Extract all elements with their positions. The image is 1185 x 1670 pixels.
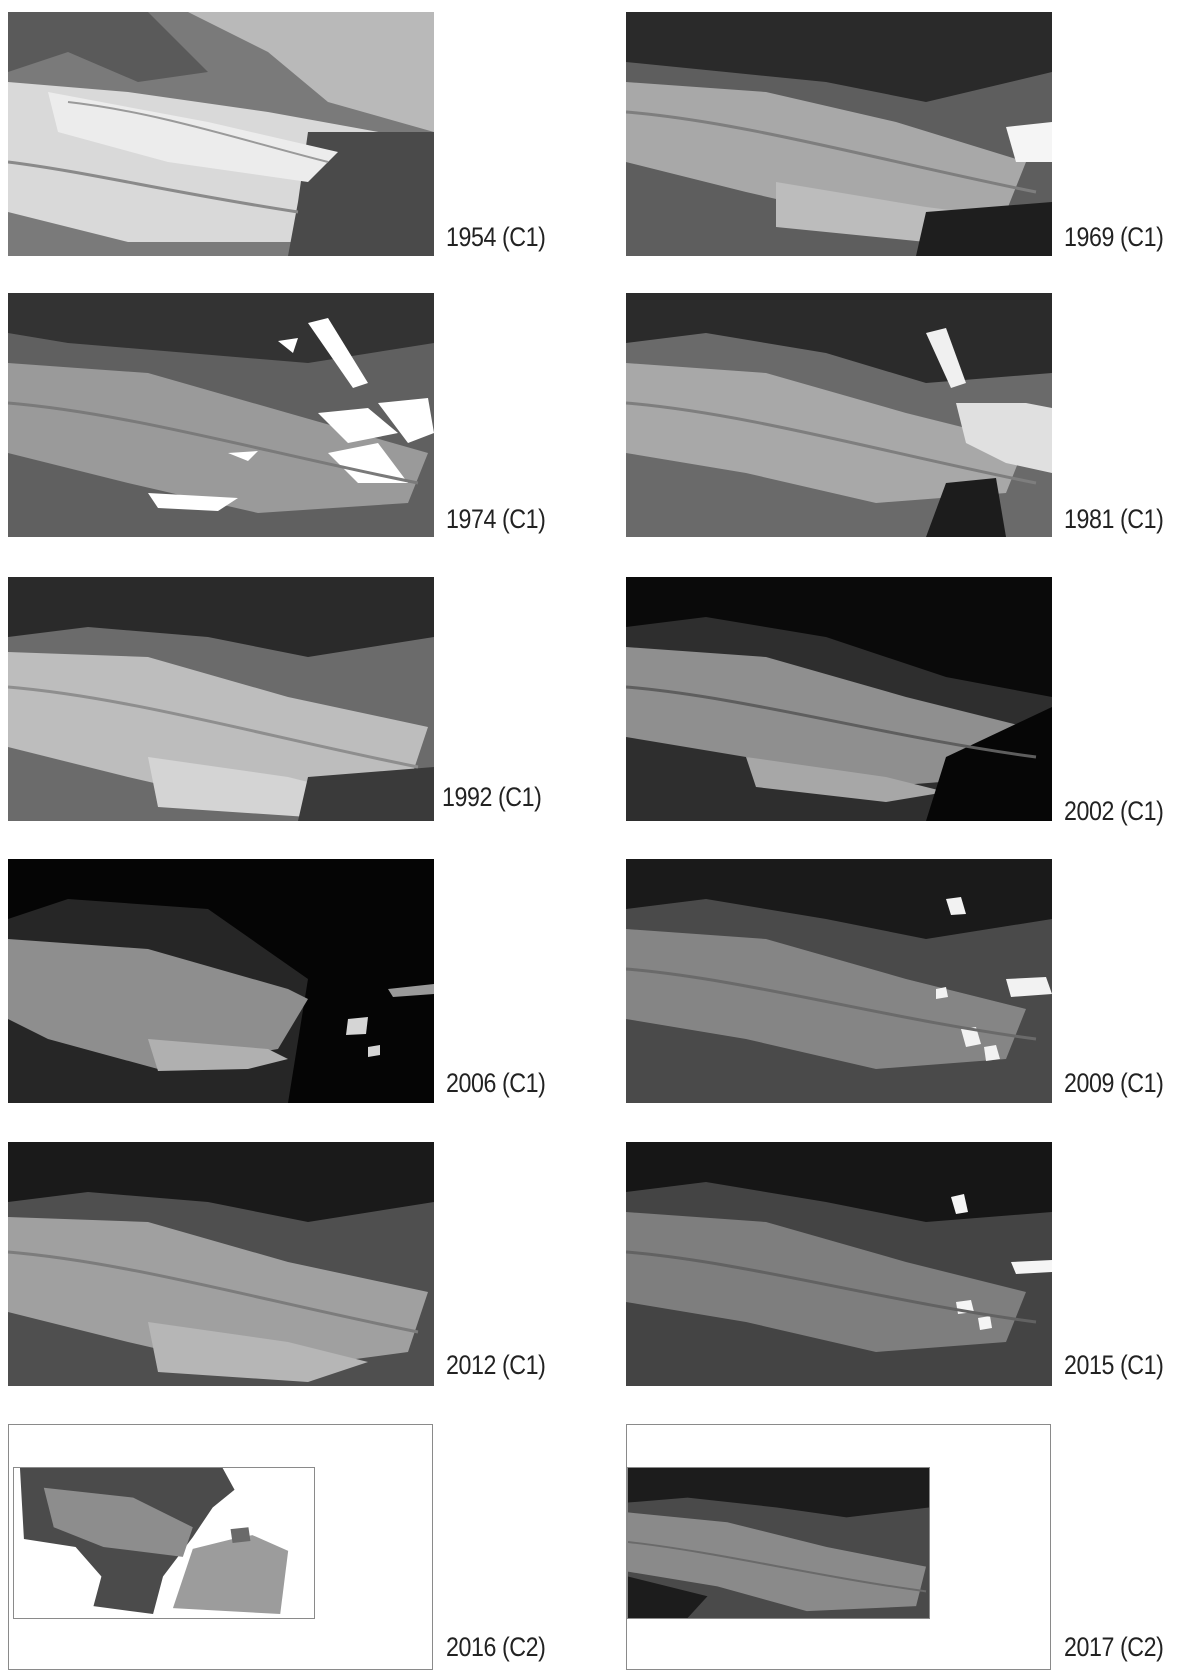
caption-1954: 1954 (C1) xyxy=(446,222,546,252)
aerial-photo-2012 xyxy=(8,1142,434,1386)
aerial-photo-1981 xyxy=(626,293,1052,537)
glacier-image-2002 xyxy=(626,577,1052,821)
glacier-image-2017 xyxy=(628,1468,929,1618)
caption-1992: 1992 (C1) xyxy=(442,782,542,812)
glacier-image-1981 xyxy=(626,293,1052,537)
caption-2002: 2002 (C1) xyxy=(1064,796,1164,826)
caption-1969: 1969 (C1) xyxy=(1064,222,1164,252)
glacier-image-2006 xyxy=(8,859,434,1103)
aerial-photo-1954 xyxy=(8,12,434,256)
caption-2015: 2015 (C1) xyxy=(1064,1350,1164,1380)
aerial-photo-2015 xyxy=(626,1142,1052,1386)
glacier-image-2012 xyxy=(8,1142,434,1386)
caption-1974: 1974 (C1) xyxy=(446,504,546,534)
aerial-photo-1969 xyxy=(626,12,1052,256)
aerial-inset-2017 xyxy=(627,1467,930,1619)
aerial-photo-2002 xyxy=(626,577,1052,821)
aerial-photo-1992 xyxy=(8,577,434,821)
caption-2017: 2017 (C2) xyxy=(1064,1632,1164,1662)
caption-2009: 2009 (C1) xyxy=(1064,1068,1164,1098)
caption-2012: 2012 (C1) xyxy=(446,1350,546,1380)
glacier-image-2009 xyxy=(626,859,1052,1103)
aerial-frame-2017 xyxy=(626,1424,1051,1670)
caption-2006: 2006 (C1) xyxy=(446,1068,546,1098)
aerial-frame-2016 xyxy=(8,1424,433,1670)
glacier-image-2016 xyxy=(14,1468,314,1618)
aerial-photo-1974 xyxy=(8,293,434,537)
aerial-inset-2016 xyxy=(13,1467,315,1619)
glacier-image-1992 xyxy=(8,577,434,821)
glacier-image-1974 xyxy=(8,293,434,537)
caption-1981: 1981 (C1) xyxy=(1064,504,1164,534)
glacier-image-1969 xyxy=(626,12,1052,256)
glacier-image-1954 xyxy=(8,12,434,256)
aerial-photo-2006 xyxy=(8,859,434,1103)
caption-2016: 2016 (C2) xyxy=(446,1632,546,1662)
glacier-image-2015 xyxy=(626,1142,1052,1386)
aerial-photo-2009 xyxy=(626,859,1052,1103)
